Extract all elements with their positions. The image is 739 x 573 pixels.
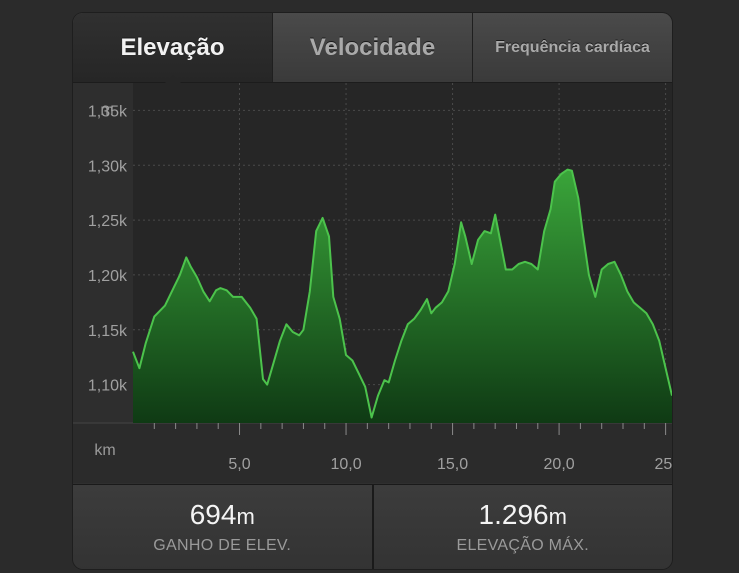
area-layer [132, 168, 672, 423]
y-tick-label: 1,35k [88, 103, 128, 120]
y-tick-label: 1,25k [88, 213, 128, 230]
stats-bar: 694m GANHO DE ELEV. 1.296m ELEVAÇÃO MÁX. [73, 484, 672, 569]
tab-label: Velocidade [309, 33, 436, 61]
stat-max-elevation: 1.296m ELEVAÇÃO MÁX. [371, 485, 673, 569]
y-tick-label: 1,20k [88, 268, 128, 285]
tab-label: Frequência cardíaca [495, 38, 650, 56]
x-axis-band [73, 423, 672, 483]
tab-elevacao[interactable]: Elevação [73, 13, 273, 83]
stat-value: 694m [189, 499, 255, 530]
active-tab-caret [165, 75, 181, 83]
y-tick-layer: 1,35k 1,30k 1,25k 1,20k 1,15k 1,10k [88, 103, 128, 394]
tab-label: Elevação [120, 33, 225, 61]
y-axis-band [73, 83, 133, 423]
x-tick-label: 20,0 [544, 456, 575, 473]
x-tick-label: 25, [654, 456, 672, 473]
elevation-panel: Elevação Velocidade Frequência cardíaca … [73, 13, 672, 569]
tab-velocidade[interactable]: Velocidade [273, 13, 473, 82]
y-axis-unit: m [100, 102, 113, 119]
x-axis-unit: km [94, 442, 115, 459]
stat-unit: m [548, 504, 567, 529]
tab-bar: Elevação Velocidade Frequência cardíaca [73, 13, 672, 83]
chart-svg: 1,35k 1,30k 1,25k 1,20k 1,15k 1,10k 5,0 10,0 15… [73, 83, 672, 483]
stat-unit: m [236, 504, 255, 529]
y-tick-label: 1,15k [88, 323, 128, 340]
tab-frequencia-cardiaca[interactable]: Frequência cardíaca [473, 13, 672, 82]
y-tick-label: 1,10k [88, 378, 128, 395]
stat-label: GANHO DE ELEV. [153, 537, 292, 554]
elevation-area [133, 169, 672, 423]
stat-elevation-gain: 694m GANHO DE ELEV. [73, 485, 372, 569]
x-tick-layer: 5,0 10,0 15,0 20,0 25, [153, 423, 672, 473]
elevation-chart: 1,35k 1,30k 1,25k 1,20k 1,15k 1,10k 5,0 10,0 15… [73, 83, 672, 483]
stat-value: 1.296m [478, 499, 567, 530]
y-tick-label: 1,30k [88, 158, 128, 175]
x-tick-label: 10,0 [330, 456, 361, 473]
x-tick-label: 15,0 [437, 456, 468, 473]
elevation-line [132, 168, 672, 419]
x-tick-label: 5,0 [228, 456, 250, 473]
stat-label: ELEVAÇÃO MÁX. [456, 537, 590, 554]
